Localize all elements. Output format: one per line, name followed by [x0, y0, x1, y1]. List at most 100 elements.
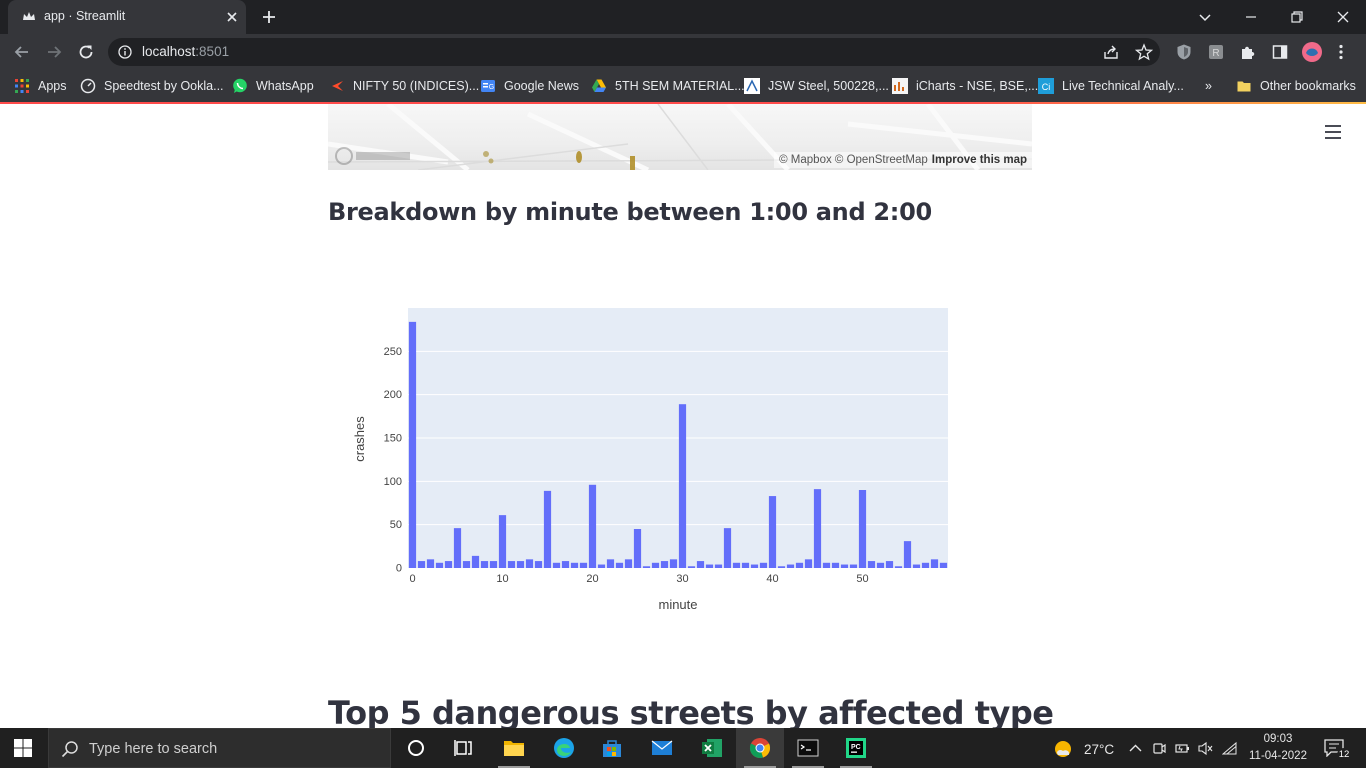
meet-now-icon[interactable]: [1152, 741, 1167, 756]
edge-button[interactable]: [540, 728, 588, 768]
tab-search-chevron-icon[interactable]: [1195, 7, 1215, 27]
show-hidden-icons-chevron-icon[interactable]: [1128, 741, 1143, 756]
task-view-button[interactable]: [440, 728, 488, 768]
bookmark-icharts[interactable]: iCharts - NSE, BSE,...: [892, 76, 1038, 96]
bar: [615, 562, 624, 568]
back-arrow-icon[interactable]: [12, 42, 32, 62]
map-view[interactable]: © Mapbox © OpenStreetMap Improve this map: [328, 104, 1032, 170]
bookmark-apps[interactable]: Apps: [14, 76, 67, 96]
browser-menu-kebab-icon[interactable]: [1332, 43, 1350, 61]
terminal-button[interactable]: [784, 728, 832, 768]
running-indicator: [744, 766, 776, 768]
bookmark-jsw[interactable]: JSW Steel, 500228,...: [744, 76, 889, 96]
bookmark-nifty[interactable]: NIFTY 50 (INDICES)...: [329, 76, 479, 96]
x-axis-ticks: 0 10 20 30 40 50: [409, 573, 868, 585]
bookmarks-overflow-button[interactable]: »: [1205, 76, 1212, 96]
microsoft-store-button[interactable]: [588, 728, 636, 768]
bar-series: [408, 321, 948, 568]
profile-avatar-icon[interactable]: [1301, 41, 1323, 63]
svg-text:G: G: [489, 84, 494, 91]
bar: [867, 561, 876, 568]
mail-icon: [651, 740, 673, 755]
browser-toolbar: localhost:8501 R: [0, 34, 1366, 70]
site-info-icon[interactable]: [118, 45, 132, 59]
new-tab-plus-icon[interactable]: [260, 8, 278, 26]
bar: [651, 562, 660, 568]
streamlit-app-page: © Mapbox © OpenStreetMap Improve this map…: [0, 104, 1366, 728]
running-indicator: [840, 766, 872, 768]
bar: [714, 564, 723, 568]
side-panel-icon[interactable]: [1271, 43, 1289, 61]
extensions-puzzle-icon[interactable]: [1239, 43, 1257, 61]
bookmark-whatsapp[interactable]: WhatsApp: [232, 76, 314, 96]
bookmark-google-news[interactable]: G Google News: [480, 76, 579, 96]
bookmark-live-technical[interactable]: Ci Live Technical Analy...: [1038, 76, 1184, 96]
bar: [759, 562, 768, 568]
google-drive-icon: [592, 79, 606, 92]
bar: [453, 528, 462, 568]
close-tab-icon[interactable]: [224, 9, 240, 25]
notification-count-badge: 12: [1337, 748, 1351, 762]
bookmark-other-bookmarks[interactable]: Other bookmarks: [1236, 76, 1356, 96]
forward-arrow-icon[interactable]: [44, 42, 64, 62]
brave-shield-extension-icon[interactable]: [1175, 43, 1193, 61]
bar: [930, 559, 939, 568]
bar: [786, 564, 795, 568]
x-tick-label: 30: [676, 573, 688, 585]
restore-window-icon[interactable]: [1287, 7, 1307, 27]
y-tick-label: 200: [384, 389, 402, 401]
taskbar-search-box[interactable]: Type here to search: [48, 728, 391, 768]
bar: [561, 561, 570, 568]
volume-muted-icon[interactable]: [1198, 741, 1213, 756]
bookmark-label: Live Technical Analy...: [1062, 79, 1184, 93]
pycharm-button[interactable]: PC: [832, 728, 880, 768]
y-tick-label: 100: [384, 476, 402, 488]
bar: [822, 562, 831, 568]
system-clock[interactable]: 09:03 11-04-2022: [1248, 731, 1308, 765]
cortana-button[interactable]: [392, 728, 440, 768]
wifi-icon[interactable]: [1222, 741, 1237, 756]
minimize-window-icon[interactable]: [1241, 7, 1261, 27]
bookmark-label: 5TH SEM MATERIAL...: [615, 79, 745, 93]
bar: [831, 562, 840, 568]
extension-r-icon[interactable]: R: [1207, 43, 1225, 61]
bar: [417, 561, 426, 568]
svg-text:PC: PC: [851, 744, 861, 751]
bar: [489, 561, 498, 568]
mail-button[interactable]: [638, 728, 686, 768]
streamlit-top-decoration: [0, 102, 1366, 104]
share-icon[interactable]: [1102, 43, 1120, 61]
bar: [804, 559, 813, 568]
minute-breakdown-chart[interactable]: 0 50 100 150 200 250 0 10 20 30 40 50 crashes minu…: [340, 294, 960, 624]
bar: [876, 562, 885, 568]
improve-map-link[interactable]: Improve this map: [931, 154, 1027, 166]
address-bar[interactable]: localhost:8501: [108, 38, 1160, 66]
ci-icon: Ci: [1038, 78, 1054, 94]
file-explorer-button[interactable]: [490, 728, 538, 768]
bar: [633, 529, 642, 568]
excel-button[interactable]: [688, 728, 736, 768]
weather-temperature: 27°C: [1084, 741, 1115, 757]
chrome-button[interactable]: [736, 728, 784, 768]
bar: [471, 555, 480, 568]
map-attribution-text[interactable]: © Mapbox © OpenStreetMap: [779, 154, 928, 166]
bookmark-speedtest[interactable]: Speedtest by Ookla...: [80, 76, 224, 96]
bar: [849, 564, 858, 568]
bookmark-5th-sem[interactable]: 5TH SEM MATERIAL...: [591, 76, 745, 96]
action-center-icon[interactable]: [1324, 739, 1344, 757]
battery-icon[interactable]: [1175, 741, 1190, 756]
browser-tab[interactable]: app · Streamlit: [8, 0, 246, 34]
windows-start-icon[interactable]: [14, 739, 32, 757]
hamburger-menu-icon[interactable]: [1324, 124, 1342, 140]
weather-widget[interactable]: 27°C: [1052, 738, 1114, 760]
bookmark-star-icon[interactable]: [1135, 43, 1153, 61]
weather-sun-icon: [1055, 741, 1071, 757]
bookmarks-bar: Apps Speedtest by Ookla... WhatsApp NIFT…: [0, 70, 1366, 102]
reload-icon[interactable]: [76, 42, 96, 62]
grid-lines: [408, 350, 948, 526]
close-window-icon[interactable]: [1333, 7, 1353, 27]
running-indicator: [792, 766, 824, 768]
clock-time: 09:03: [1263, 733, 1293, 745]
y-axis-ticks: 0 50 100 150 200 250: [384, 346, 402, 575]
breakdown-heading: Breakdown by minute between 1:00 and 2:0…: [328, 198, 932, 226]
